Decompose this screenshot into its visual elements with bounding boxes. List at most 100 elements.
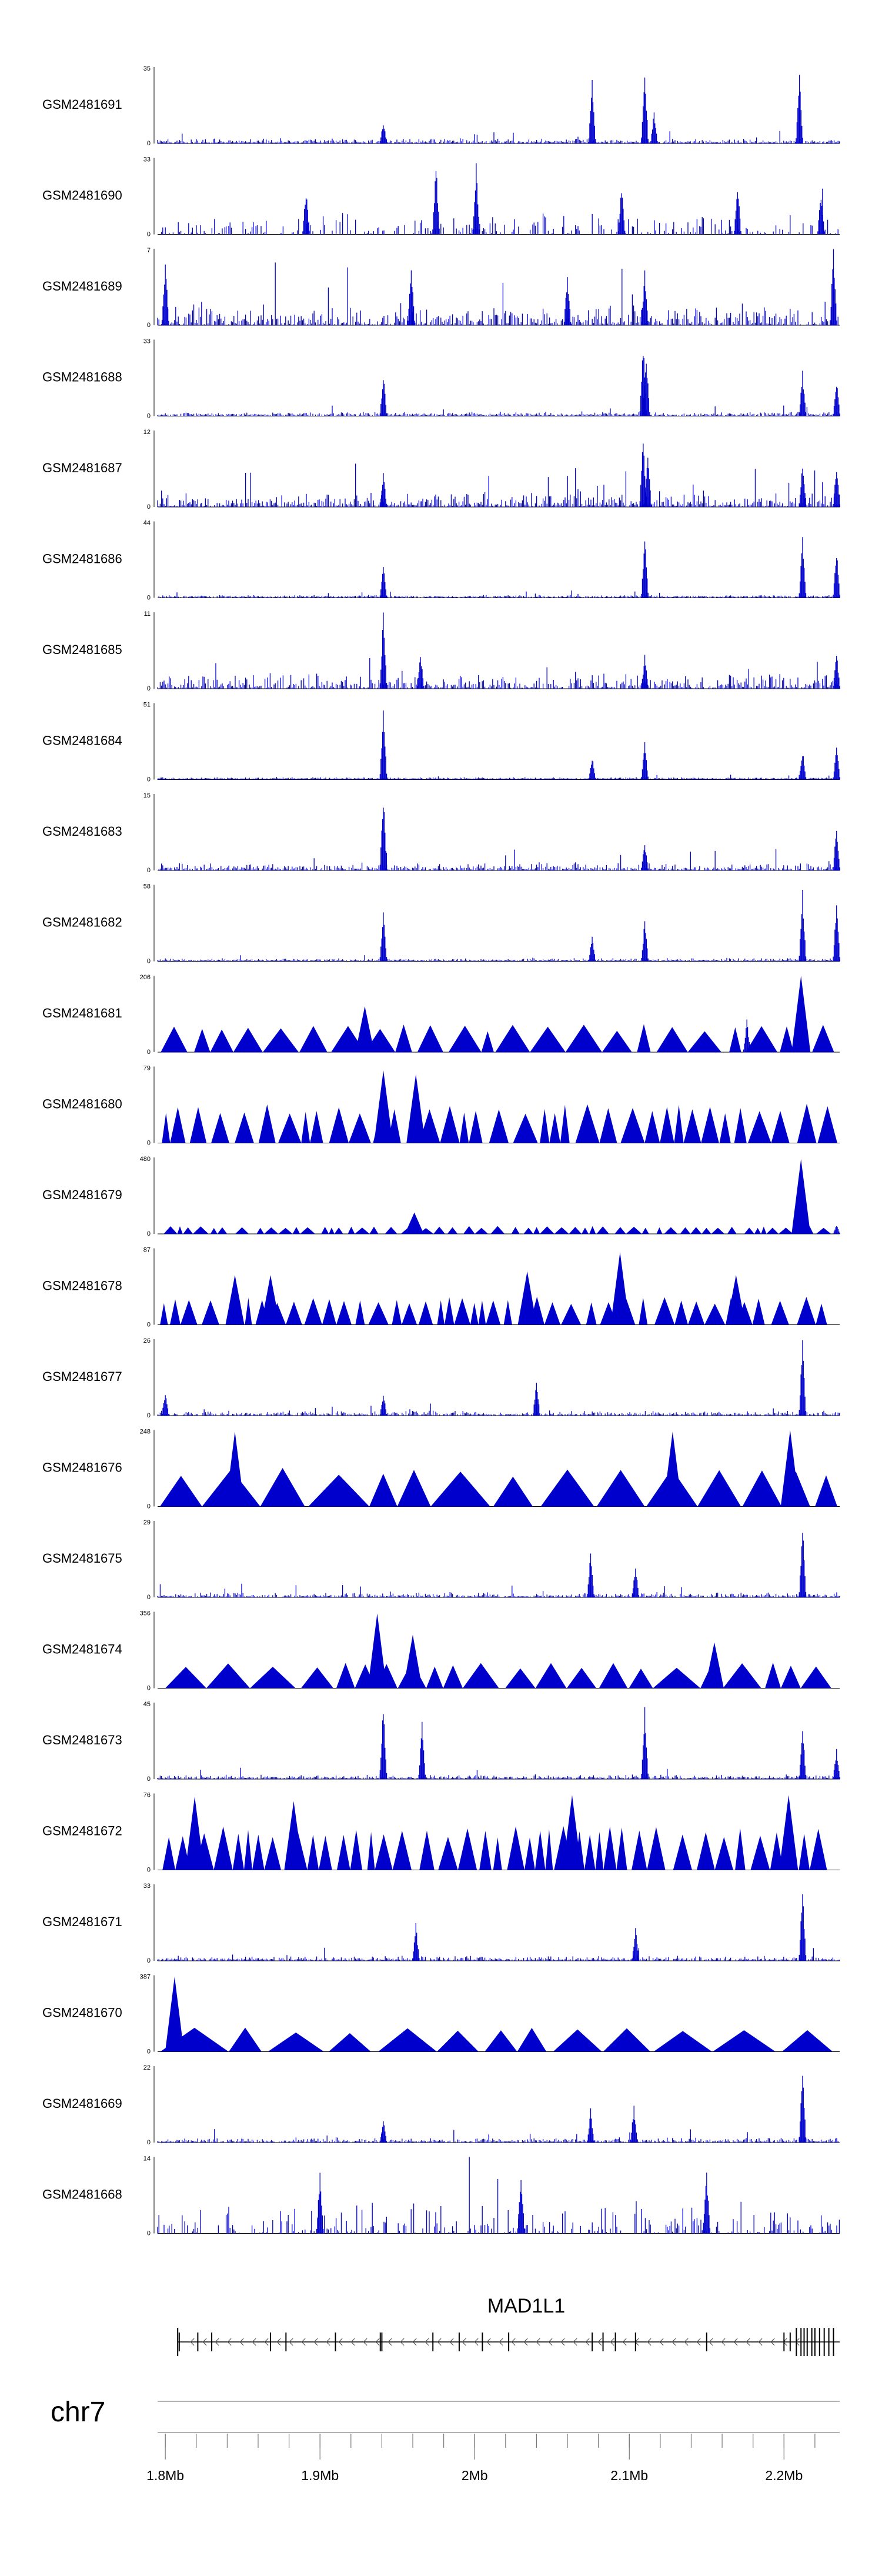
signal-peak — [799, 1894, 807, 1961]
strand-arrow-icon — [770, 2338, 775, 2346]
track-ymin-label: 0 — [147, 1776, 151, 1783]
strand-arrow-icon — [523, 2338, 528, 2346]
signal-peak — [405, 1212, 424, 1234]
track-ymax-label: 51 — [143, 702, 151, 709]
strand-arrow-icon — [437, 2338, 442, 2346]
strand-arrow-icon — [338, 2338, 343, 2346]
signal-peak — [403, 1634, 423, 1689]
signal-peak — [563, 277, 572, 325]
signal-peak — [161, 1395, 169, 1416]
track-GSM2481686: GSM2481686 44 0 — [42, 520, 840, 602]
signal-triangles — [162, 1826, 827, 1870]
signal-peak — [833, 830, 840, 870]
track-ymin-label: 0 — [147, 1230, 151, 1237]
strand-arrow-icon — [585, 2338, 590, 2346]
track-ymax-label: 45 — [143, 1701, 151, 1708]
track-label: GSM2481672 — [42, 1824, 122, 1838]
signal-peak — [412, 1923, 420, 1961]
track-GSM2481691: GSM2481691 35 0 — [42, 65, 840, 147]
signal-peak — [588, 936, 596, 962]
track-ymax-label: 87 — [143, 1247, 151, 1254]
track-ymax-label: 356 — [140, 1610, 151, 1617]
track-GSM2481678: GSM2481678 87 0 — [42, 1247, 840, 1329]
signal-peak — [796, 75, 803, 144]
track-GSM2481690: GSM2481690 33 0 — [42, 156, 840, 238]
track-GSM2481672: GSM2481672 76 0 — [42, 1792, 840, 1874]
chromosome-label: chr7 — [51, 2397, 105, 2428]
signal-peak — [379, 567, 387, 598]
signal-peak — [743, 1019, 751, 1052]
signal-peak — [632, 1569, 640, 1597]
track-GSM2481669: GSM2481669 22 0 — [42, 2064, 840, 2146]
track-ymin-label: 0 — [147, 1412, 151, 1419]
strand-arrow-icon — [659, 2338, 664, 2346]
signal-noise — [157, 775, 840, 780]
signal-peak — [780, 1430, 800, 1507]
track-ymax-label: 11 — [144, 610, 151, 618]
track-ymax-label: 248 — [140, 1429, 151, 1436]
track-ymax-label: 58 — [143, 883, 151, 890]
signal-peak — [663, 1432, 682, 1507]
track-GSM2481680: GSM2481680 79 0 — [42, 1065, 840, 1147]
track-ymin-label: 0 — [147, 1867, 151, 1874]
strand-arrow-icon — [573, 2338, 577, 2346]
track-ymax-label: 15 — [143, 792, 151, 799]
track-GSM2481676: GSM2481676 248 0 — [42, 1429, 840, 1510]
signal-peak — [779, 1795, 799, 1870]
signal-peak — [587, 2108, 594, 2143]
axis-tick-label: 1.8Mb — [146, 2468, 184, 2483]
strand-arrow-icon — [289, 2338, 293, 2346]
track-ymin-label: 0 — [147, 413, 151, 420]
track-label: GSM2481684 — [42, 733, 122, 748]
signal-peak — [642, 363, 650, 416]
strand-arrow-icon — [301, 2338, 306, 2346]
track-label: GSM2481687 — [42, 461, 122, 475]
strand-arrow-icon — [326, 2338, 330, 2346]
track-ymax-label: 7 — [147, 247, 151, 254]
track-ymin-label: 0 — [147, 140, 151, 147]
track-GSM2481679: GSM2481679 480 0 — [42, 1156, 840, 1237]
strand-arrow-icon — [425, 2338, 429, 2346]
track-label: GSM2481671 — [42, 1914, 122, 1929]
signal-peak — [379, 710, 387, 780]
strand-arrow-icon — [783, 2338, 787, 2346]
track-GSM2481671: GSM2481671 33 0 — [42, 1883, 840, 1964]
strand-arrow-icon — [449, 2338, 454, 2346]
track-GSM2481687: GSM2481687 12 0 — [42, 429, 840, 510]
track-ymax-label: 29 — [143, 1519, 151, 1526]
signal-peak — [379, 1396, 387, 1416]
track-GSM2481689: GSM2481689 7 0 — [42, 247, 840, 329]
track-ymin-label: 0 — [147, 2139, 151, 2146]
track-label: GSM2481690 — [42, 188, 122, 203]
strand-arrow-icon — [709, 2338, 713, 2346]
track-label: GSM2481676 — [42, 1460, 122, 1475]
strand-arrow-icon — [721, 2338, 726, 2346]
track-ymin-label: 0 — [147, 595, 151, 602]
axis-tick-label: 1.9Mb — [301, 2468, 339, 2483]
axis-tick-label: 2.2Mb — [765, 2468, 803, 2483]
signal-peak — [641, 655, 649, 689]
signal-peak — [517, 1271, 537, 1325]
track-ymax-label: 76 — [143, 1792, 151, 1799]
signal-peak — [799, 1731, 807, 1779]
track-ymax-label: 33 — [143, 156, 151, 163]
signal-noise — [157, 2129, 838, 2143]
track-label: GSM2481675 — [42, 1551, 122, 1566]
signal-peak — [833, 1749, 840, 1779]
strand-arrow-icon — [795, 2338, 800, 2346]
signal-peak — [379, 473, 387, 507]
signal-noise — [157, 405, 840, 416]
signal-peak — [799, 1340, 807, 1416]
signal-peak — [562, 1795, 582, 1870]
strand-arrow-icon — [227, 2338, 232, 2346]
track-ymax-label: 33 — [143, 1883, 151, 1890]
track-label: GSM2481673 — [42, 1733, 122, 1747]
track-label: GSM2481681 — [42, 1006, 122, 1020]
strand-arrow-icon — [746, 2338, 750, 2346]
track-ymax-label: 22 — [143, 2064, 151, 2071]
track-ymax-label: 14 — [143, 2155, 151, 2163]
signal-peak — [833, 748, 840, 780]
track-ymin-label: 0 — [147, 503, 151, 510]
